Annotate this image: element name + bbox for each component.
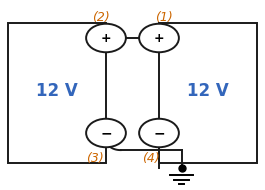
Text: 12 V: 12 V <box>36 82 78 100</box>
Bar <box>8 23 106 163</box>
Text: −: − <box>100 126 112 140</box>
Text: (1): (1) <box>156 11 173 24</box>
Text: +: + <box>101 32 111 44</box>
Text: (2): (2) <box>92 11 109 24</box>
Text: −: − <box>153 126 165 140</box>
Circle shape <box>139 119 179 147</box>
Bar <box>159 23 257 163</box>
Circle shape <box>86 119 126 147</box>
Text: (3): (3) <box>87 152 104 165</box>
Circle shape <box>139 24 179 52</box>
Text: +: + <box>154 32 164 44</box>
Text: 12 V: 12 V <box>187 82 229 100</box>
Text: (4): (4) <box>142 152 160 165</box>
Circle shape <box>86 24 126 52</box>
